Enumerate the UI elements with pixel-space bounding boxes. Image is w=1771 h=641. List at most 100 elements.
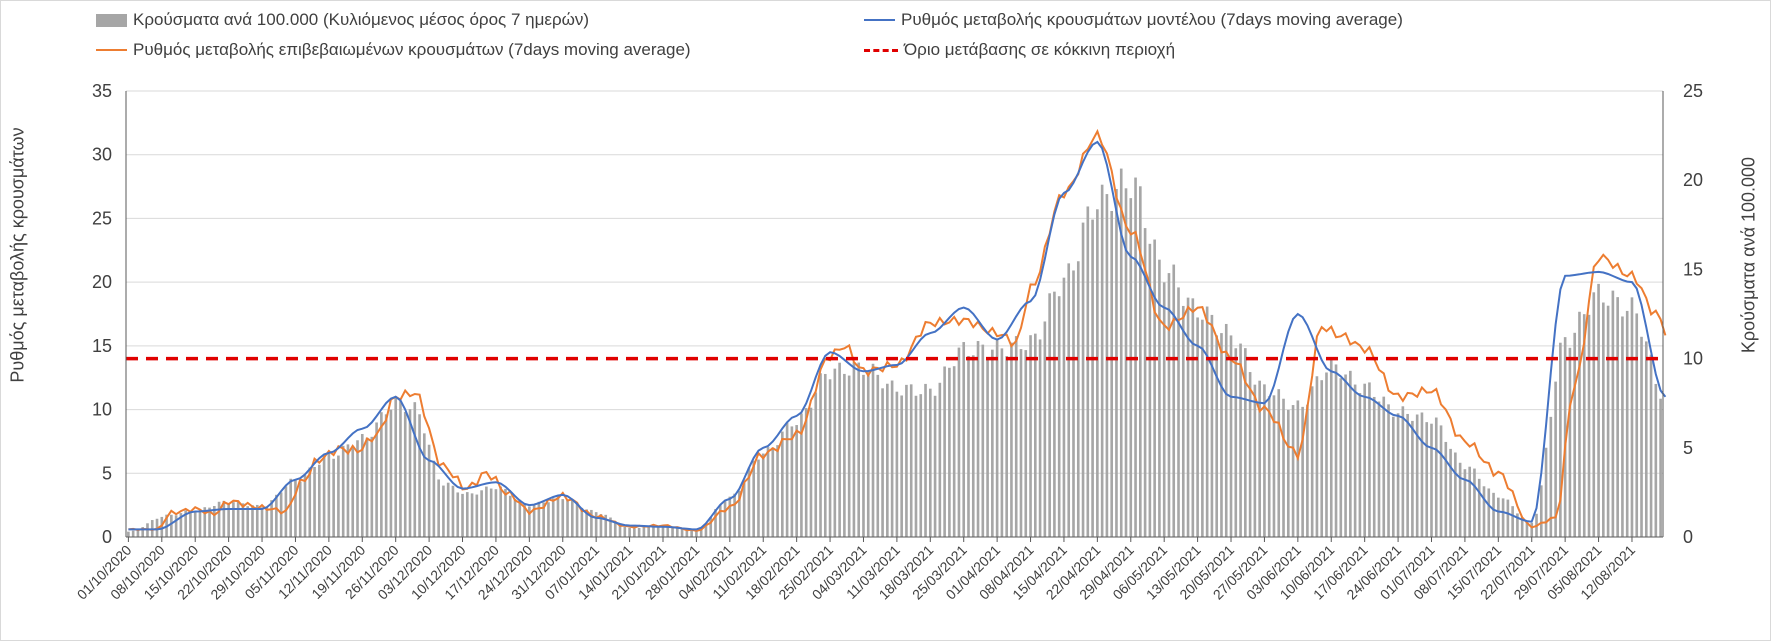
bar xyxy=(876,374,880,537)
bar xyxy=(1062,277,1066,537)
bar xyxy=(418,414,421,537)
bar xyxy=(547,502,550,537)
bar xyxy=(523,503,526,537)
bar xyxy=(1501,498,1505,537)
bar xyxy=(1248,372,1252,537)
bar xyxy=(957,347,961,537)
bar xyxy=(1096,209,1099,537)
bar xyxy=(542,502,545,537)
bar xyxy=(594,512,598,537)
bar xyxy=(642,526,646,537)
bar xyxy=(1263,384,1266,537)
bar xyxy=(1463,469,1467,537)
bar xyxy=(127,531,130,537)
bar xyxy=(1640,336,1643,537)
bar xyxy=(1468,466,1471,537)
bar xyxy=(131,530,135,537)
bar xyxy=(1043,321,1047,537)
bar xyxy=(981,344,985,537)
bar xyxy=(1291,405,1295,537)
bar xyxy=(986,357,989,537)
bar xyxy=(1425,422,1429,537)
bar xyxy=(795,425,798,537)
bar xyxy=(1401,406,1405,537)
bar xyxy=(332,458,335,537)
bar xyxy=(1224,323,1228,537)
bar xyxy=(938,382,942,537)
legend-model-label: Ρυθμός μεταβολής κρουσμάτων μοντέλου (7d… xyxy=(901,10,1403,29)
bar xyxy=(1530,522,1534,537)
bar xyxy=(1434,417,1438,537)
legend-bar-swatch xyxy=(96,13,127,27)
bar xyxy=(489,488,493,537)
bar xyxy=(160,516,164,537)
bar xyxy=(671,527,674,537)
bar xyxy=(1368,382,1371,537)
bar xyxy=(604,514,608,537)
bar xyxy=(771,447,775,537)
bar xyxy=(399,400,402,537)
bar xyxy=(1220,333,1223,537)
bar xyxy=(1057,296,1061,537)
bar xyxy=(1210,314,1214,537)
bar xyxy=(900,395,903,537)
bar xyxy=(341,445,345,537)
bar xyxy=(1186,297,1190,537)
bar xyxy=(1286,409,1290,537)
bar xyxy=(852,362,856,537)
bar xyxy=(246,506,250,537)
bar xyxy=(1539,485,1543,537)
bar xyxy=(561,499,565,537)
bar xyxy=(189,510,192,537)
bar xyxy=(294,479,297,537)
bar xyxy=(318,464,321,537)
bar xyxy=(1396,413,1400,537)
bar xyxy=(804,408,808,537)
bar xyxy=(1010,342,1013,537)
y-left-tick-label: 20 xyxy=(92,272,112,292)
legend-bars-label: Κρούσματα ανά 100.000 (Κυλιόμενος μέσος … xyxy=(133,10,590,29)
bar xyxy=(647,526,650,537)
bar xyxy=(1320,380,1324,537)
bar xyxy=(1191,298,1195,537)
bar xyxy=(265,506,269,537)
bar xyxy=(322,455,326,537)
bar xyxy=(270,500,273,537)
bar xyxy=(833,368,837,537)
bar xyxy=(1076,261,1080,537)
bar xyxy=(1511,506,1514,537)
bar xyxy=(1439,425,1443,537)
bar xyxy=(566,499,569,537)
bar xyxy=(1449,448,1452,537)
bar xyxy=(699,527,703,537)
bar xyxy=(184,510,187,537)
bar xyxy=(1659,398,1662,537)
bar xyxy=(1139,186,1142,537)
bar xyxy=(494,489,498,537)
bar xyxy=(656,526,660,537)
bar xyxy=(728,496,732,537)
bar xyxy=(1067,263,1071,537)
bar xyxy=(375,422,378,537)
bar xyxy=(1329,357,1333,537)
bar xyxy=(174,515,178,537)
bar xyxy=(628,527,631,537)
bar xyxy=(208,507,211,537)
bar xyxy=(1053,291,1056,537)
y-right-tick-label: 5 xyxy=(1683,438,1693,458)
bar xyxy=(881,388,884,537)
bar xyxy=(1181,305,1185,537)
bar xyxy=(1568,347,1572,537)
bar xyxy=(403,412,407,537)
bar xyxy=(508,495,512,537)
bar xyxy=(1177,287,1180,537)
bar xyxy=(1129,198,1133,538)
bar xyxy=(298,481,302,537)
bar xyxy=(742,481,746,537)
bar xyxy=(585,509,588,537)
bar xyxy=(1024,350,1028,537)
bar xyxy=(513,498,517,537)
bar xyxy=(618,525,622,537)
bar xyxy=(685,529,689,537)
bar xyxy=(1205,306,1209,537)
